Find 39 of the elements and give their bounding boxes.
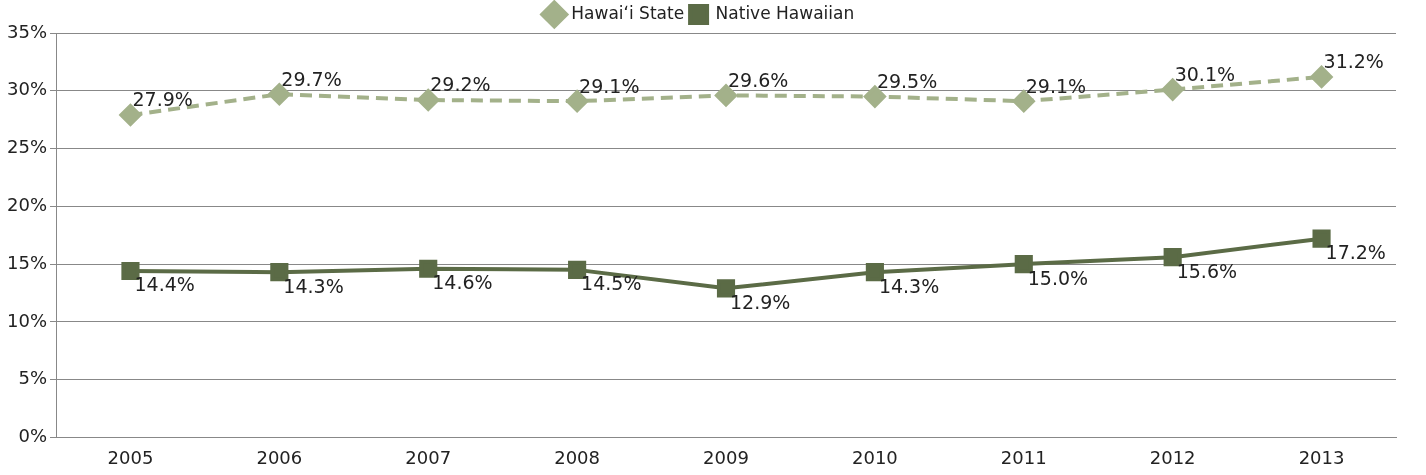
data-label: 27.9%: [132, 88, 193, 111]
x-tick-label: 2011: [1000, 446, 1047, 468]
y-tick-label: 30%: [6, 78, 48, 100]
data-label: 29.7%: [281, 67, 342, 90]
y-tick-label: 15%: [6, 251, 48, 273]
y-tick-label: 25%: [6, 136, 48, 158]
data-label: 29.5%: [876, 69, 938, 92]
data-label: 14.4%: [134, 273, 195, 296]
y-tick-label: 35%: [6, 20, 48, 42]
data-label: 29.6%: [728, 68, 789, 91]
y-tick-label: 0%: [18, 425, 48, 447]
data-label: 14.3%: [878, 274, 940, 297]
y-tick-label: 10%: [6, 309, 48, 331]
legend-label: Hawaiʻi State: [571, 2, 685, 23]
data-label: 14.3%: [283, 274, 344, 297]
data-label: 29.1%: [1025, 74, 1087, 97]
y-tick-label: 20%: [6, 193, 48, 215]
x-tick-label: 2009: [703, 446, 749, 468]
data-label: 30.1%: [1174, 63, 1236, 86]
x-tick-label: 2013: [1298, 446, 1345, 468]
data-label: 14.5%: [581, 272, 642, 295]
x-tick-label: 2005: [107, 446, 154, 468]
x-tick-label: 2008: [554, 446, 601, 468]
point: [119, 104, 142, 127]
data-label: 29.2%: [430, 73, 491, 96]
data-label: 17.2%: [1325, 241, 1386, 264]
data-label: 14.6%: [432, 271, 493, 294]
data-label: 29.1%: [579, 74, 640, 97]
point: [417, 89, 440, 112]
legend-label: Native Hawaiian: [715, 2, 855, 23]
data-label: 12.9%: [730, 290, 791, 313]
x-tick-label: 2006: [256, 446, 303, 468]
x-tick-label: 2007: [405, 446, 452, 468]
data-label: 15.0%: [1027, 266, 1089, 289]
data-label: 15.6%: [1176, 259, 1238, 282]
y-tick-label: 5%: [18, 367, 48, 389]
x-tick-label: 2012: [1149, 446, 1196, 468]
data-label: 31.2%: [1323, 50, 1384, 73]
x-tick-label: 2010: [851, 446, 898, 468]
